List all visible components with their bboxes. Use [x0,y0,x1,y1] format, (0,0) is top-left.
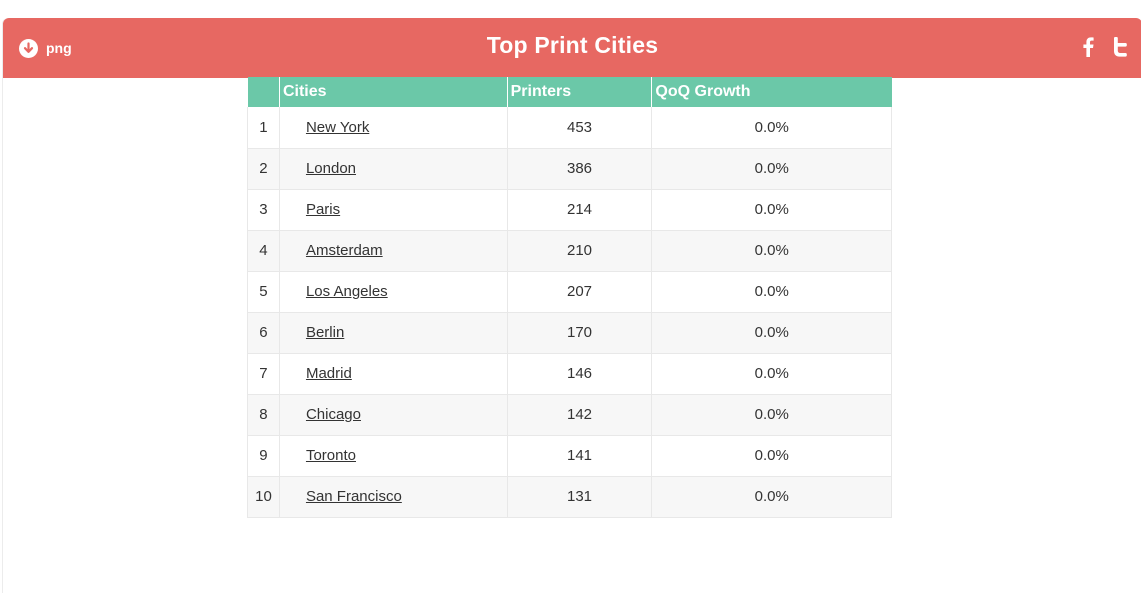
printers-cell: 142 [507,394,653,436]
page-title: Top Print Cities [486,32,659,58]
city-link[interactable]: Toronto [305,447,356,464]
printers-cell: 210 [507,230,653,272]
city-link[interactable]: Paris [305,201,341,218]
city-link[interactable]: London [305,160,357,177]
download-png-button[interactable]: png [19,38,72,58]
column-header-cities: Cities [279,77,508,107]
city-cell: Berlin [279,312,508,354]
rank-cell: 7 [247,353,280,395]
city-link[interactable]: Berlin [305,324,345,341]
rank-cell: 6 [247,312,280,354]
city-cell: Los Angeles [279,271,508,313]
table-row: 6 Berlin 170 0.0% [247,312,892,354]
printers-cell: 207 [507,271,653,313]
top-cities-table: Cities Printers QoQ Growth 1 New York 45… [247,77,892,518]
city-cell: San Francisco [279,476,508,518]
city-link[interactable]: New York [305,118,370,136]
printers-cell: 386 [507,148,653,190]
growth-cell: 0.0% [651,107,892,149]
printers-cell: 146 [507,353,653,395]
rank-cell: 2 [247,148,280,190]
column-header-rank [247,77,280,107]
city-cell: Paris [279,189,508,231]
twitter-icon[interactable] [1112,37,1128,62]
city-link[interactable]: Chicago [305,406,361,423]
city-link[interactable]: Amsterdam [305,242,383,259]
rank-cell: 8 [247,394,280,436]
rank-cell: 1 [247,107,280,149]
rank-cell: 10 [247,476,280,518]
rank-cell: 9 [247,435,280,477]
panel-header: png Top Print Cities [3,18,1141,78]
printers-cell: 170 [507,312,653,354]
growth-cell: 0.0% [651,271,892,313]
table-row: 4 Amsterdam 210 0.0% [247,230,892,272]
growth-cell: 0.0% [651,312,892,354]
city-cell: Amsterdam [279,230,508,272]
city-cell: Madrid [279,353,508,395]
growth-cell: 0.0% [651,230,892,272]
table-row: 9 Toronto 141 0.0% [247,435,892,477]
printers-cell: 453 [507,107,653,149]
social-share [1064,37,1128,62]
growth-cell: 0.0% [651,353,892,395]
city-link[interactable]: San Francisco [305,488,402,505]
rank-cell: 5 [247,271,280,313]
table-header-row: Cities Printers QoQ Growth [247,77,892,107]
growth-cell: 0.0% [651,189,892,231]
growth-cell: 0.0% [651,435,892,477]
table-row: 10 San Francisco 131 0.0% [247,476,892,518]
growth-cell: 0.0% [651,476,892,518]
city-cell: Chicago [279,394,508,436]
growth-cell: 0.0% [651,394,892,436]
table-row: 2 London 386 0.0% [247,148,892,190]
table-row: 1 New York 453 0.0% [247,107,892,149]
facebook-icon[interactable] [1082,37,1094,62]
city-link[interactable]: Madrid [305,365,352,382]
city-cell: London [279,148,508,190]
column-header-qoq-growth: QoQ Growth [651,77,892,107]
city-cell: Toronto [279,435,508,477]
growth-cell: 0.0% [651,148,892,190]
download-label: png [46,40,72,56]
download-circle-icon [19,38,38,58]
table-row: 3 Paris 214 0.0% [247,189,892,231]
printers-cell: 131 [507,476,653,518]
printers-cell: 214 [507,189,653,231]
table-row: 5 Los Angeles 207 0.0% [247,271,892,313]
table-row: 7 Madrid 146 0.0% [247,353,892,395]
rank-cell: 4 [247,230,280,272]
rank-cell: 3 [247,189,280,231]
city-cell: New York [279,107,508,149]
column-header-printers: Printers [507,77,653,107]
city-link[interactable]: Los Angeles [305,283,388,300]
printers-cell: 141 [507,435,653,477]
table-row: 8 Chicago 142 0.0% [247,394,892,436]
